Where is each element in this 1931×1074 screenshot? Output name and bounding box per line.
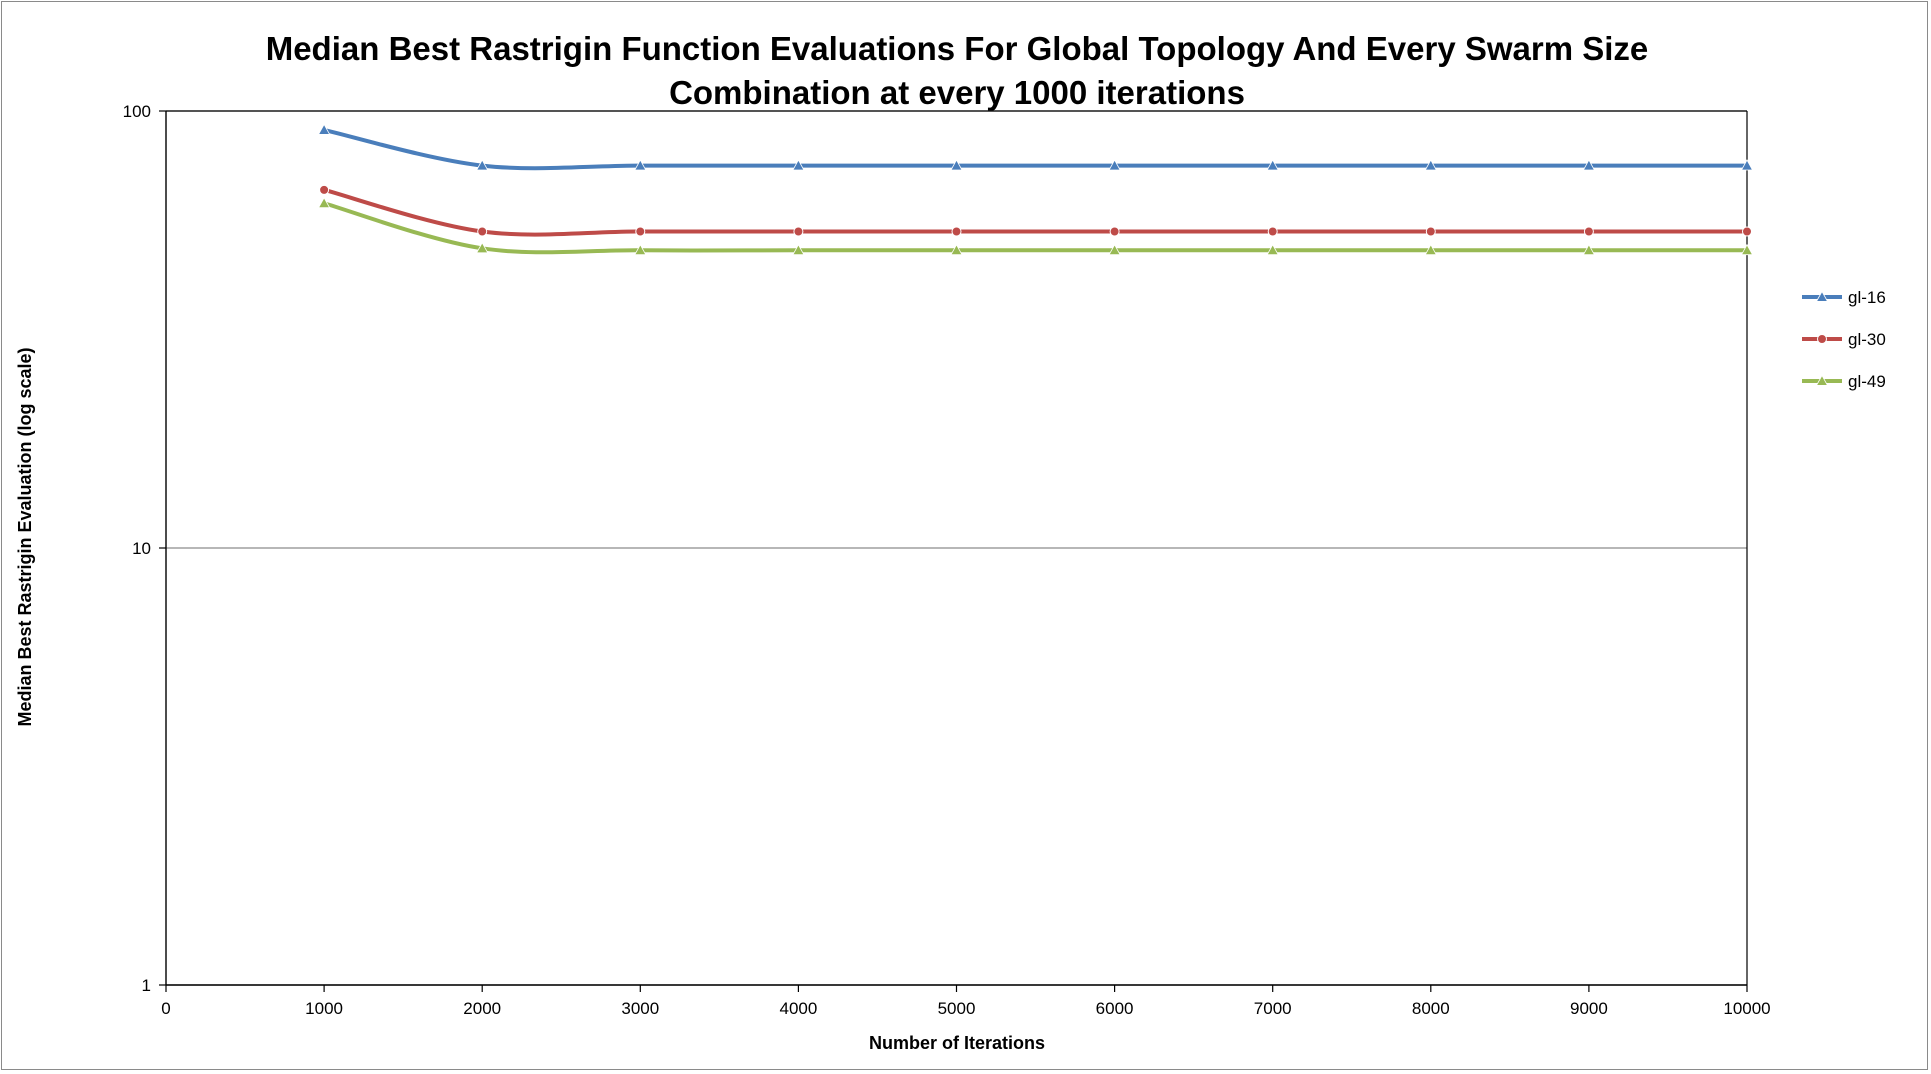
- data-point: [1267, 226, 1278, 237]
- y-axis-ticks: 1 10 100: [123, 102, 166, 995]
- data-point: [1109, 226, 1120, 237]
- y-axis-title: Median Best Rastrigin Evaluation (log sc…: [15, 347, 35, 726]
- data-point: [792, 159, 805, 171]
- chart-title: Median Best Rastrigin Function Evaluatio…: [266, 30, 1649, 111]
- legend-marker: [1817, 334, 1827, 344]
- x-tick-label: 4000: [779, 999, 817, 1018]
- series-gl-49: [317, 196, 1754, 256]
- data-point: [1266, 159, 1279, 171]
- legend-label: gl-16: [1848, 288, 1886, 307]
- data-point: [1742, 226, 1752, 237]
- gridlines: [166, 110, 1747, 986]
- legend-item: gl-16: [1802, 288, 1886, 307]
- x-axis-title: Number of Iterations: [869, 1033, 1045, 1053]
- chart-title-line: Combination at every 1000 iterations: [669, 74, 1245, 111]
- x-tick-label: 5000: [938, 999, 976, 1018]
- data-point: [1582, 159, 1596, 171]
- data-point: [317, 196, 331, 209]
- data-point: [1740, 243, 1754, 256]
- x-tick-label: 8000: [1412, 999, 1450, 1018]
- data-point: [1582, 243, 1596, 256]
- x-tick-label: 10000: [1723, 999, 1770, 1018]
- series-line: [322, 201, 1749, 255]
- series-line: [322, 187, 1749, 237]
- data-point: [319, 184, 330, 195]
- data-point: [792, 243, 805, 256]
- series-line: [322, 127, 1749, 171]
- data-point: [1266, 243, 1279, 256]
- data-point: [477, 226, 488, 237]
- x-tick-label: 9000: [1570, 999, 1608, 1018]
- data-point: [1108, 159, 1121, 171]
- legend: gl-16 gl-30 gl-49: [1802, 288, 1886, 391]
- legend-item: gl-49: [1802, 372, 1886, 391]
- data-point: [635, 226, 646, 237]
- x-tick-label: 3000: [621, 999, 659, 1018]
- x-axis-ticks: 0 1000 2000 3000 4000 5000 6000 7000 8000 9000 100…: [161, 985, 1771, 1018]
- legend-marker: [1815, 290, 1829, 302]
- x-tick-label: 2000: [463, 999, 501, 1018]
- data-point: [634, 159, 647, 171]
- data-point: [1424, 159, 1437, 171]
- x-tick-label: 1000: [305, 999, 343, 1018]
- series-gl-16: [317, 123, 1754, 171]
- y-tick-label: 10: [132, 539, 151, 558]
- x-tick-label: 6000: [1096, 999, 1134, 1018]
- x-tick-label: 0: [161, 999, 170, 1018]
- data-point: [793, 226, 804, 237]
- y-tick-label: 1: [142, 976, 151, 995]
- data-point: [1425, 226, 1436, 237]
- data-point: [1583, 226, 1594, 237]
- data-point: [951, 226, 962, 237]
- series: [317, 123, 1754, 256]
- data-point: [1108, 243, 1121, 256]
- legend-marker: [1815, 374, 1829, 386]
- legend-item: gl-30: [1802, 330, 1886, 349]
- y-tick-label: 100: [123, 102, 151, 121]
- data-point: [317, 123, 331, 135]
- data-point: [1424, 243, 1437, 256]
- data-point: [950, 159, 963, 171]
- x-tick-label: 7000: [1254, 999, 1292, 1018]
- data-point: [476, 159, 489, 171]
- legend-label: gl-30: [1848, 330, 1886, 349]
- legend-label: gl-49: [1848, 372, 1886, 391]
- data-point: [1740, 159, 1754, 171]
- data-point: [634, 243, 647, 256]
- chart-title-line: Median Best Rastrigin Function Evaluatio…: [266, 30, 1649, 67]
- data-point: [950, 243, 963, 256]
- data-point: [476, 242, 489, 254]
- series-gl-30: [319, 184, 1752, 237]
